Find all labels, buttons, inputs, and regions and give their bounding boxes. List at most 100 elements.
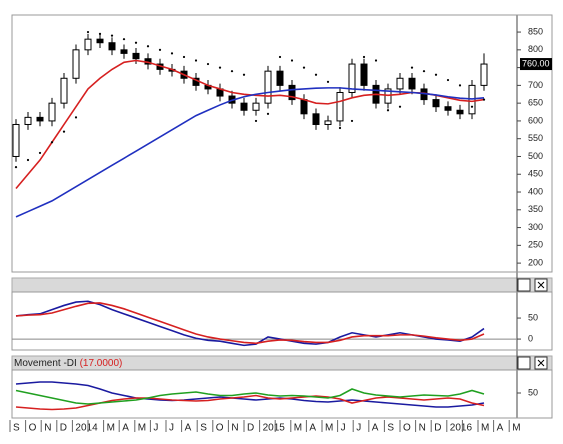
candle-body	[60, 77, 68, 104]
sar-dot	[386, 109, 390, 112]
candle-body	[432, 99, 440, 108]
candle-body	[12, 123, 20, 157]
x-tick-label: M	[512, 423, 520, 434]
y-tick-label: 700	[528, 80, 543, 90]
y-tick-label: 50	[528, 387, 538, 397]
candle-body	[336, 91, 344, 122]
candle-body	[276, 70, 284, 86]
close-icon	[537, 359, 545, 367]
x-tick-label: N	[44, 423, 51, 434]
x-tick-label: O	[29, 423, 37, 434]
y-tick-label: 400	[528, 186, 543, 196]
maximize-button[interactable]	[517, 356, 531, 370]
candle-body	[288, 84, 296, 101]
candle-body	[360, 63, 368, 86]
x-tick-label: A	[309, 423, 316, 434]
x-tick-label: J	[341, 423, 346, 434]
panel-title: Movement -DI (17.0000)	[14, 358, 122, 369]
x-tick-label: D	[247, 423, 254, 434]
sar-dot	[50, 141, 54, 144]
candle-body	[108, 42, 116, 51]
y-tick-label: 300	[528, 222, 543, 232]
sar-dot	[26, 158, 30, 162]
sar-dot	[14, 166, 18, 169]
candle-body	[252, 102, 260, 111]
sar-dot	[470, 105, 474, 108]
sar-dot	[266, 112, 270, 115]
candle-body	[84, 38, 92, 51]
sar-dot	[434, 73, 438, 76]
sar-dot	[446, 78, 450, 82]
y-tick-label: 250	[528, 240, 543, 250]
x-tick-label: O	[216, 423, 224, 434]
sar-dot	[254, 119, 258, 123]
candle-body	[396, 77, 404, 90]
sar-dot	[158, 48, 162, 51]
x-tick-label: J	[153, 423, 158, 434]
sar-dot	[422, 70, 426, 73]
candle-body	[132, 52, 140, 60]
y-tick-label: 850	[528, 26, 543, 36]
sar-dot	[146, 45, 150, 48]
candle-body	[408, 77, 416, 90]
sar-dot	[326, 80, 330, 83]
sar-dot	[482, 98, 486, 101]
sar-dot	[74, 116, 78, 119]
sar-dot	[338, 126, 342, 130]
candle-body	[24, 116, 32, 125]
sar-dot	[230, 70, 234, 73]
y-tick-label: 50	[528, 312, 538, 322]
x-tick-label: 2016	[450, 423, 473, 434]
x-tick-label: N	[419, 423, 426, 434]
sar-dot	[206, 62, 210, 66]
x-tick-label: A	[122, 423, 129, 434]
y-tick-label: 350	[528, 204, 543, 214]
x-tick-label: M	[107, 423, 115, 434]
candle-body	[36, 116, 44, 122]
x-tick-label: J	[169, 423, 174, 434]
indicator-parameter: (17.0000)	[80, 358, 123, 369]
candle-body	[324, 120, 332, 125]
sar-dot	[134, 41, 138, 44]
candle-body	[120, 49, 128, 54]
x-tick-label: A	[185, 423, 192, 434]
sar-dot	[458, 84, 462, 87]
sar-dot	[362, 55, 366, 59]
y-tick-label: 200	[528, 257, 543, 267]
candle-body	[456, 109, 464, 115]
panel-frame	[11, 14, 553, 273]
x-tick-label: N	[231, 423, 238, 434]
x-tick-label: M	[481, 423, 489, 434]
indicator-line	[15, 87, 485, 218]
candle-body	[480, 63, 488, 86]
close-icon	[537, 281, 545, 289]
x-tick-label: S	[200, 423, 207, 434]
y-tick-label: 0	[528, 333, 533, 343]
maximize-button[interactable]	[517, 278, 531, 292]
sar-dot	[86, 30, 90, 34]
sar-dot	[194, 59, 198, 62]
indicator-line	[15, 381, 485, 408]
x-tick-label: O	[403, 423, 411, 434]
x-tick-label: M	[138, 423, 146, 434]
x-tick-label: D	[434, 423, 441, 434]
sar-dot	[290, 59, 294, 62]
candle-body	[348, 63, 356, 93]
panel-frame	[11, 369, 553, 419]
candle-body	[72, 49, 80, 79]
y-tick-label: 650	[528, 98, 543, 108]
sar-dot	[62, 130, 66, 133]
sar-dot	[314, 73, 318, 76]
y-tick-label: 550	[528, 133, 543, 143]
panel-header	[11, 277, 553, 293]
candle-body	[96, 38, 104, 44]
candle-body	[312, 113, 320, 125]
x-tick-label: J	[356, 423, 361, 434]
candle-body	[240, 102, 248, 111]
sar-dot	[410, 66, 414, 69]
sar-dot	[38, 151, 42, 155]
y-tick-label: 800	[528, 44, 543, 54]
sar-dot	[350, 119, 354, 123]
sar-dot	[302, 66, 306, 69]
